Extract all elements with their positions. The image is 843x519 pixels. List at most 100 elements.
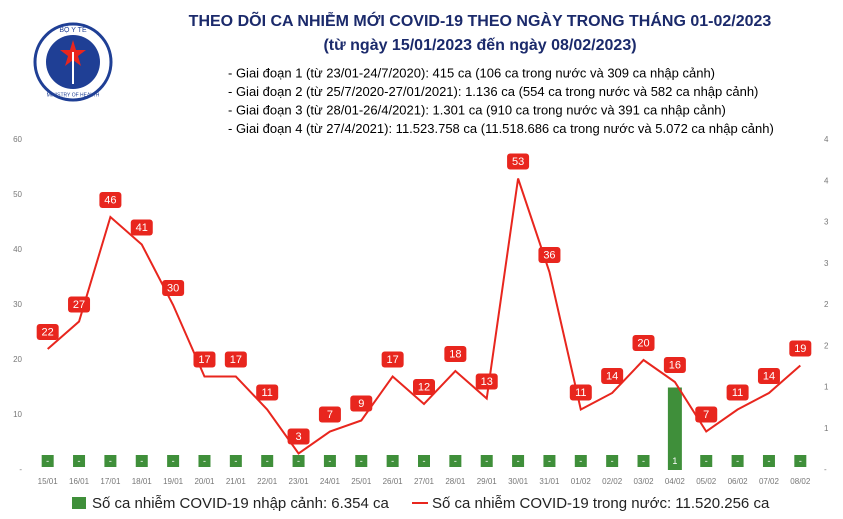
y-tick-label: 40 [13,245,22,254]
bar-label-box [73,455,86,467]
logo-top: BỘ Y TẾ [59,24,87,34]
legend-label: Số ca nhiễm COVID-19 nhập cảnh: 6.354 ca [92,495,390,512]
bar-label-box [574,455,587,467]
data-label: 22 [42,326,54,338]
y-tick-label: 20 [13,355,22,364]
data-label: 14 [763,370,775,382]
data-label: 11 [732,387,743,399]
bar-label: - [705,456,708,466]
data-label: 41 [136,222,148,234]
bar-label: - [109,456,112,466]
x-tick-label: 07/02 [759,477,780,486]
data-label-box [193,351,216,368]
bar-label-box [606,455,619,467]
bar-label: - [642,456,645,466]
y2-tick-label: 1 [824,424,829,433]
bar-label: - [266,456,269,466]
data-label-box [538,247,561,263]
data-label: 17 [198,354,210,366]
y2-tick-label: 4 [824,176,829,185]
x-tick-label: 30/01 [508,477,529,486]
bar [667,387,682,470]
data-label-box [381,351,404,368]
bar-label-box [198,455,211,467]
bar-label: - [423,456,426,466]
bar-label-box [386,455,399,467]
data-label-box [569,384,592,401]
logo-bottom: MINISTRY OF HEALTH [47,92,100,98]
bar-label: - [736,456,739,466]
bar-label-box [292,455,305,467]
bar-label: - [767,456,770,466]
x-tick-label: 03/02 [634,477,655,486]
data-label-box [413,379,435,395]
data-label: 13 [481,376,493,388]
data-label: 11 [261,387,272,399]
data-label: 17 [387,354,399,366]
bar-label: - [140,456,143,466]
line [47,178,801,455]
data-label-box [507,153,530,170]
x-tick-label: 26/01 [383,477,404,486]
bar-label-box [731,455,744,467]
bar-label: - [46,456,49,466]
logo: BỘ Y TẾ MINISTRY OF HEALTH [33,22,113,102]
y-tick-label: 50 [13,190,22,199]
bar-label: - [799,456,802,466]
data-label: 11 [575,387,586,399]
data-label: 36 [543,249,555,261]
x-tick-label: 15/01 [38,477,59,486]
x-tick-label: 06/02 [728,477,749,486]
data-label: 30 [167,282,179,294]
note: - Giai đoạn 2 (từ 25/7/2020-27/01/2021):… [228,84,758,99]
data-label-box [99,192,122,208]
x-tick-label: 16/01 [69,477,90,486]
bar-label-box [543,455,556,467]
legend-label: Số ca nhiễm COVID-19 trong nước: 11.520.… [432,495,770,512]
data-label: 16 [669,359,681,371]
data-label-box [224,351,247,368]
data-label: 27 [73,299,85,311]
data-label-box [68,296,91,313]
bar-label-box [355,455,368,467]
x-tick-label: 17/01 [100,477,121,486]
x-tick-label: 31/01 [539,477,560,486]
x-tick-label: 08/02 [790,477,811,486]
data-label-box [475,373,498,390]
x-tick-label: 21/01 [226,477,247,486]
bar-label: - [78,456,81,466]
y2-tick-label: 1 [824,383,829,392]
bar-label: - [517,456,520,466]
data-label-box [318,406,341,423]
data-label-box [162,280,185,296]
x-tick-label: 04/02 [665,477,686,486]
x-tick-label: 18/01 [132,477,153,486]
bar-label-box [762,455,775,467]
data-label-box [444,346,467,362]
x-tick-label: 27/01 [414,477,435,486]
bar-label-box [480,455,493,467]
data-label-box [663,357,686,373]
note: - Giai đoạn 3 (từ 28/01-26/4/2021): 1.30… [228,102,726,117]
x-tick-label: 01/02 [571,477,592,486]
y2-tick-label: 2 [824,341,829,350]
chart-subtitle: (từ ngày 15/01/2023 đến ngày 08/02/2023) [323,37,636,54]
bar-label: - [203,456,206,466]
bar-label: - [485,456,488,466]
data-label: 3 [295,431,301,443]
data-label-box [695,406,718,423]
bar-label: - [548,456,551,466]
legend-swatch [72,497,86,509]
y2-tick-label: 3 [824,218,829,227]
bar-label-box [41,455,54,467]
legend: Số ca nhiễm COVID-19 nhập cảnh: 6.354 ca… [72,495,770,512]
x-tick-label: 29/01 [477,477,498,486]
x-tick-label: 23/01 [289,477,310,486]
y2-tick-label: 2 [824,300,829,309]
x-tick-label: 02/02 [602,477,623,486]
data-label: 46 [104,194,116,206]
note: - Giai đoạn 4 (từ 27/4/2021): 11.523.758… [228,121,774,136]
x-tick-label: 28/01 [445,477,466,486]
bar-label-box [700,455,713,467]
